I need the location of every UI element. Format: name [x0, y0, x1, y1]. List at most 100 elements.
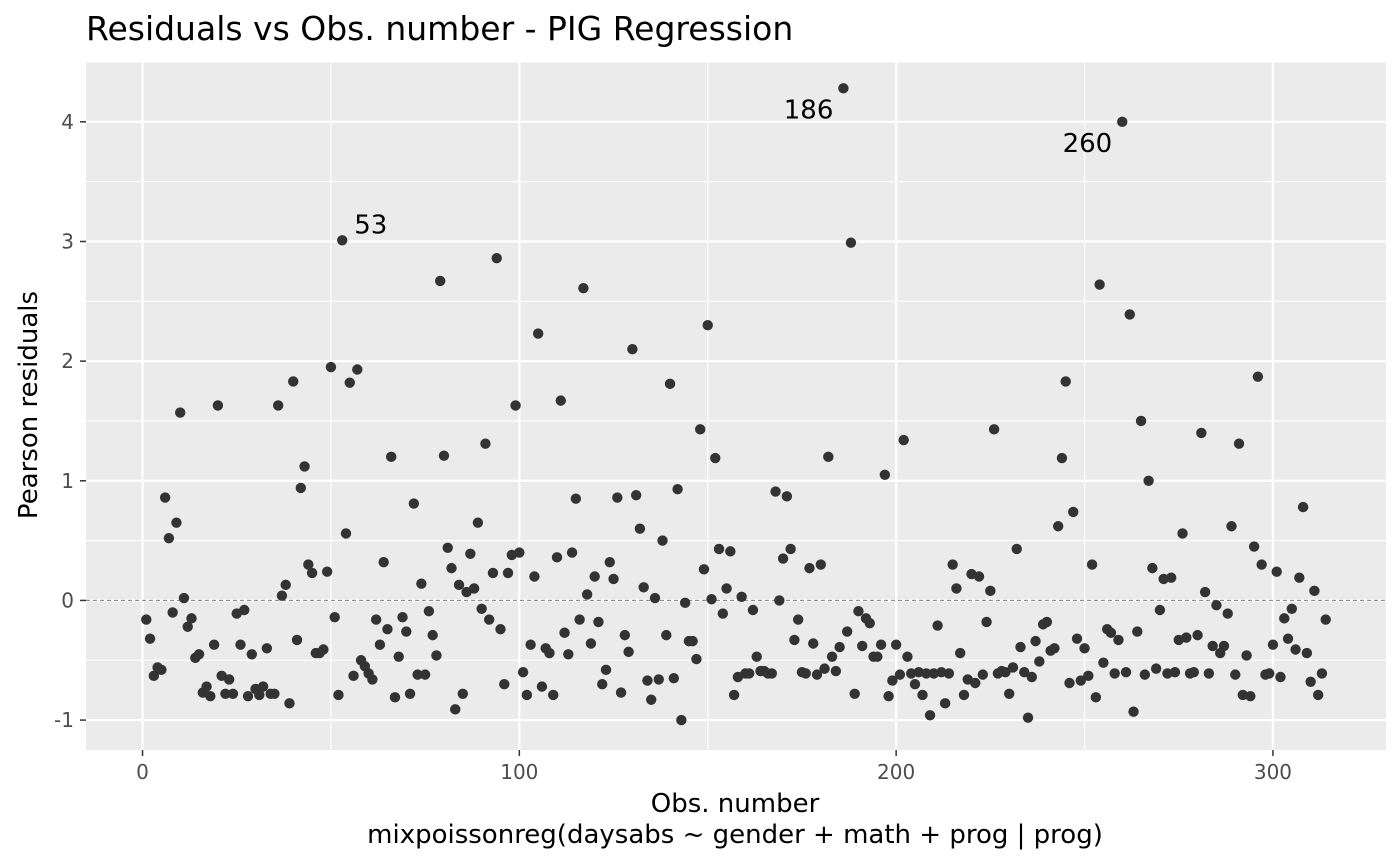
- data-point: [947, 559, 958, 570]
- data-point: [186, 613, 197, 624]
- data-point: [981, 616, 992, 628]
- data-point: [227, 688, 239, 699]
- data-point: [178, 592, 190, 604]
- data-point: [687, 635, 698, 647]
- y-tick-label: 2: [61, 349, 74, 373]
- data-point: [702, 320, 713, 331]
- data-point: [774, 595, 785, 606]
- data-point: [1301, 647, 1313, 659]
- data-point: [386, 451, 397, 463]
- data-point: [864, 617, 875, 629]
- data-point: [212, 400, 224, 411]
- data-point: [1052, 521, 1064, 532]
- data-point: [514, 547, 525, 558]
- data-point: [1241, 650, 1252, 661]
- data-point: [374, 639, 386, 650]
- data-point: [1150, 663, 1162, 674]
- data-point: [593, 616, 604, 628]
- data-point: [223, 674, 235, 685]
- data-point: [257, 681, 269, 692]
- data-point: [1011, 543, 1022, 555]
- data-point: [483, 614, 495, 625]
- data-point: [890, 639, 902, 650]
- data-point: [382, 623, 393, 635]
- data-point: [695, 424, 706, 435]
- data-point: [1026, 671, 1037, 683]
- data-point: [156, 664, 167, 676]
- data-point: [321, 566, 333, 577]
- data-point: [438, 450, 450, 461]
- y-axis-title: Pearson residuals: [14, 291, 44, 519]
- data-point: [1267, 639, 1279, 650]
- data-point: [1083, 670, 1094, 682]
- data-point: [468, 583, 480, 594]
- x-tick-label: 200: [877, 760, 915, 784]
- data-point: [619, 629, 631, 641]
- data-point: [416, 578, 427, 589]
- data-point: [646, 694, 657, 705]
- data-point: [551, 552, 563, 563]
- data-point: [679, 597, 691, 609]
- data-point: [615, 687, 627, 698]
- y-tick-label: 4: [61, 110, 74, 134]
- data-point: [1196, 427, 1207, 439]
- data-point: [1147, 562, 1158, 574]
- data-point: [1030, 635, 1041, 647]
- data-point: [627, 343, 638, 355]
- data-point: [612, 492, 623, 503]
- data-point: [563, 649, 574, 660]
- data-point: [352, 364, 363, 375]
- data-point: [555, 395, 566, 406]
- outlier-label: 186: [784, 95, 834, 125]
- data-point: [955, 647, 966, 659]
- data-point: [676, 714, 687, 726]
- data-point: [1211, 600, 1222, 611]
- data-point: [510, 400, 521, 411]
- x-axis-ticks: 0 100 200 300: [136, 750, 1292, 784]
- data-point: [1064, 677, 1075, 689]
- data-point: [566, 547, 578, 558]
- data-point: [295, 482, 306, 494]
- data-point: [502, 567, 514, 579]
- data-point: [958, 689, 970, 701]
- data-point: [841, 626, 853, 637]
- data-point: [1034, 656, 1045, 667]
- data-point: [600, 664, 612, 676]
- data-point: [1003, 688, 1015, 699]
- data-point: [751, 651, 762, 662]
- data-point: [792, 614, 804, 625]
- data-point: [446, 562, 457, 574]
- data-point: [1199, 586, 1211, 598]
- data-point: [698, 564, 710, 575]
- data-point: [306, 567, 318, 579]
- data-point: [1124, 309, 1135, 320]
- data-point: [815, 559, 826, 570]
- data-point: [472, 517, 484, 528]
- data-point: [883, 690, 894, 702]
- data-point: [532, 328, 544, 339]
- data-point: [653, 674, 664, 685]
- data-point: [495, 623, 506, 635]
- data-point: [691, 653, 702, 665]
- data-point: [1113, 634, 1124, 646]
- data-point: [570, 493, 582, 504]
- data-point: [1297, 501, 1309, 513]
- data-point: [1049, 643, 1060, 654]
- data-point: [1294, 572, 1305, 583]
- data-point: [717, 608, 729, 619]
- data-point: [442, 542, 453, 553]
- data-point: [333, 689, 344, 701]
- data-point: [664, 378, 676, 390]
- data-point: [943, 668, 955, 679]
- data-point: [1079, 643, 1090, 654]
- data-point: [898, 434, 909, 446]
- y-tick-label: 0: [61, 588, 74, 612]
- data-point: [872, 651, 883, 662]
- data-point: [318, 644, 329, 655]
- data-point: [1105, 627, 1117, 638]
- data-point: [800, 668, 811, 679]
- data-point: [634, 523, 646, 534]
- data-point: [487, 567, 499, 579]
- data-point: [548, 689, 559, 701]
- data-point: [887, 675, 898, 686]
